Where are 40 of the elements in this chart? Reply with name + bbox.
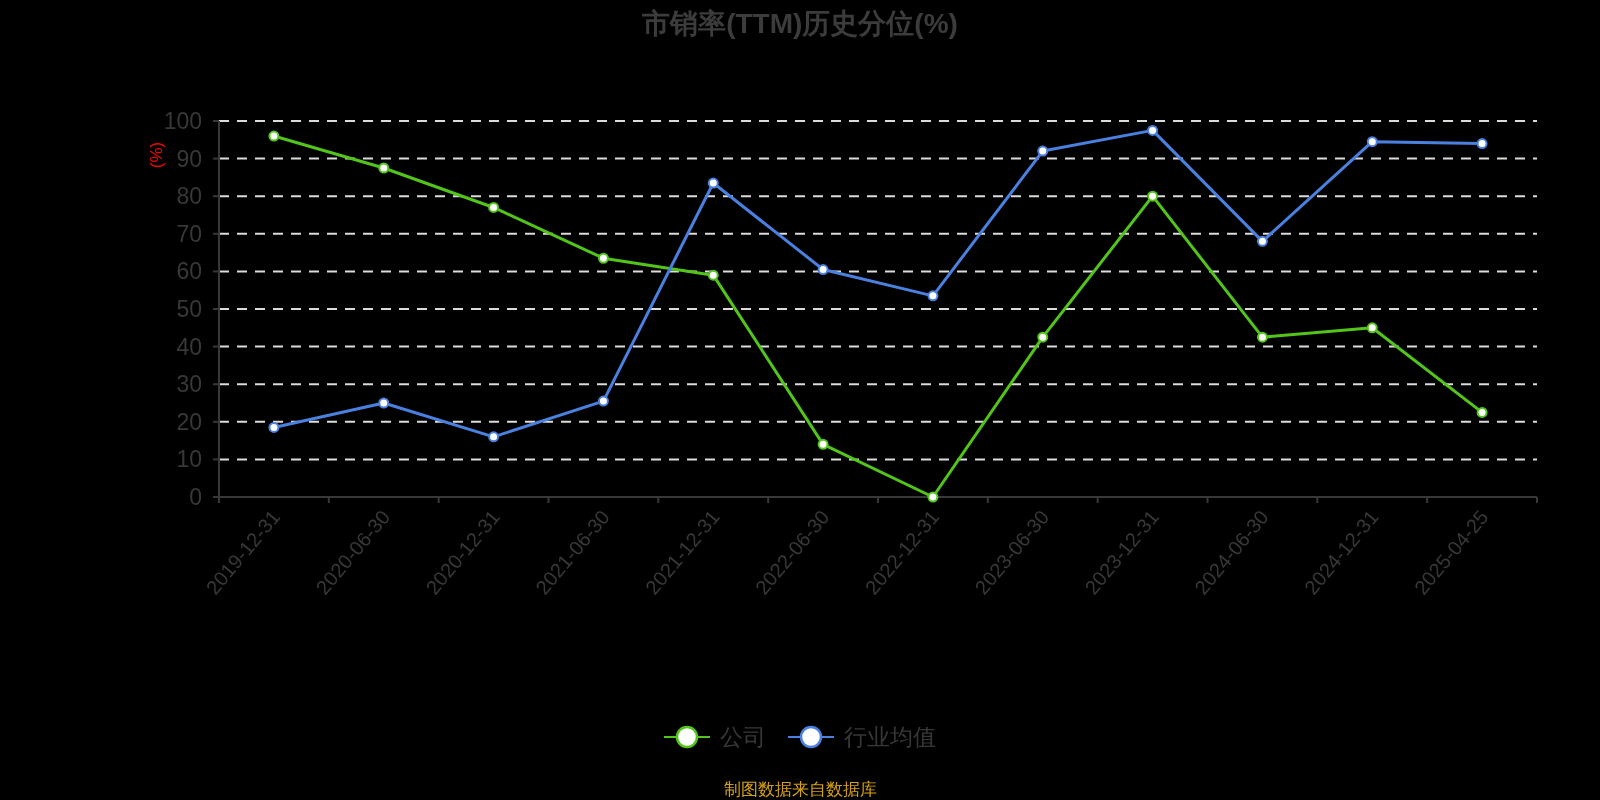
point [1037,331,1049,343]
point [268,130,280,142]
point [1476,406,1488,418]
y-tick-label: 80 [176,183,202,210]
annotation: 制图数据来自数据库 [723,780,877,799]
point [268,421,280,433]
point [817,438,829,450]
point [1147,190,1159,202]
point [597,252,609,264]
point [597,395,609,407]
y-tick-label: 20 [176,408,202,435]
point [1037,145,1049,157]
title: 市销率(TTM)历史分位(%) [642,8,958,39]
point [488,431,500,443]
point [378,397,390,409]
y-tick-label: 10 [176,446,202,473]
point [707,177,719,189]
point [378,162,390,174]
point [817,264,829,276]
point [1366,136,1378,148]
point [707,269,719,281]
point [927,290,939,302]
y-tick-label: 30 [176,371,202,398]
y-tick-label: 60 [176,258,202,285]
y-tick-label: 90 [176,145,202,172]
legend-label: 行业均值 [844,724,936,750]
point [927,491,939,503]
legend-label: 公司 [720,724,766,750]
y-tick-label: 50 [176,296,202,322]
point [1256,235,1268,247]
y-tick-label: 70 [176,220,202,247]
point [1366,322,1378,334]
point [1147,124,1159,136]
point [1476,138,1488,150]
point [1256,331,1268,343]
point [488,201,500,213]
ylabel: (%) [146,141,166,169]
y-tick-label: 0 [189,484,202,510]
y-tick-label: 100 [163,108,202,134]
y-tick-label: 40 [176,333,202,360]
